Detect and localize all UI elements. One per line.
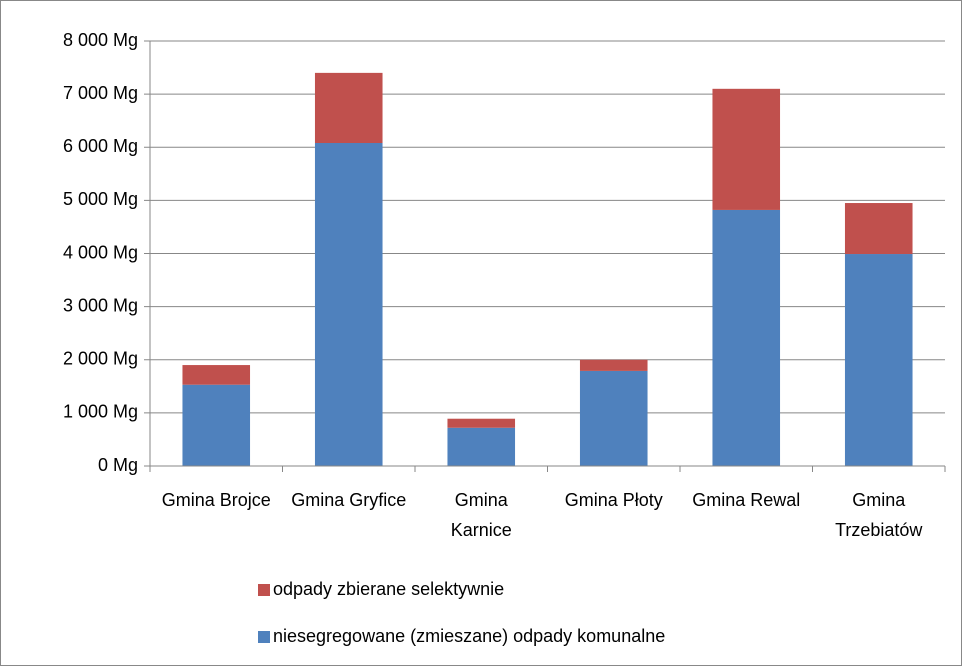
y-tick-label: 3 000 Mg [63,295,138,315]
y-tick-label: 7 000 Mg [63,83,138,103]
bar-segment [182,365,251,385]
bar-segment [314,143,383,466]
legend-swatch [258,584,270,596]
x-tick-label: Gmina Trzebiatów [835,490,923,540]
legend-label: niesegregowane (zmieszane) odpady komuna… [273,626,665,646]
y-tick-label: 0 Mg [98,455,138,475]
bar-segment [844,203,913,255]
bar-segment [579,370,648,466]
y-tick-label: 6 000 Mg [63,136,138,156]
bar-segment [712,88,781,210]
bar-segment [712,209,781,466]
x-tick-label: Gmina Karnice [451,490,512,540]
bar-segment [182,384,251,466]
y-tick-label: 8 000 Mg [63,30,138,50]
y-tick-label: 2 000 Mg [63,349,138,369]
x-tick-label: Gmina Rewal [692,490,800,510]
x-tick-label: Gmina Płoty [565,490,663,510]
bar-segment [447,427,516,466]
bar-segment [447,418,516,428]
bar-segment [579,359,648,371]
y-tick-label: 4 000 Mg [63,242,138,262]
legend-swatch [258,631,270,643]
y-tick-label: 1 000 Mg [63,402,138,422]
bar-segment [314,72,383,143]
x-tick-label: Gmina Gryfice [291,490,406,510]
x-tick-label: Gmina Brojce [162,490,271,510]
legend-label: odpady zbierane selektywnie [273,579,504,599]
bar-segment [844,254,913,466]
y-tick-label: 5 000 Mg [63,189,138,209]
